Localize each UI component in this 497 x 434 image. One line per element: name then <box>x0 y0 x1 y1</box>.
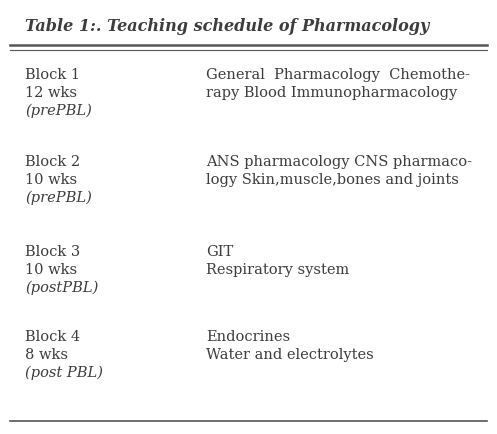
Text: (prePBL): (prePBL) <box>25 104 92 118</box>
Text: Water and electrolytes: Water and electrolytes <box>206 347 374 361</box>
Text: GIT: GIT <box>206 244 234 258</box>
Text: Block 4: Block 4 <box>25 329 80 343</box>
Text: Endocrines: Endocrines <box>206 329 290 343</box>
Text: Respiratory system: Respiratory system <box>206 263 349 276</box>
Text: 8 wks: 8 wks <box>25 347 68 361</box>
Text: Table 1:. Teaching schedule of Pharmacology: Table 1:. Teaching schedule of Pharmacol… <box>25 18 429 35</box>
Text: Block 3: Block 3 <box>25 244 80 258</box>
Text: (postPBL): (postPBL) <box>25 280 98 295</box>
Text: General  Pharmacology  Chemothe-: General Pharmacology Chemothe- <box>206 68 470 82</box>
Text: Block 1: Block 1 <box>25 68 80 82</box>
Text: 10 wks: 10 wks <box>25 173 77 187</box>
Text: ANS pharmacology CNS pharmaco-: ANS pharmacology CNS pharmaco- <box>206 155 472 169</box>
Text: rapy Blood Immunopharmacology: rapy Blood Immunopharmacology <box>206 86 458 100</box>
Text: (prePBL): (prePBL) <box>25 191 92 205</box>
Text: Block 2: Block 2 <box>25 155 80 169</box>
Text: 12 wks: 12 wks <box>25 86 77 100</box>
Text: 10 wks: 10 wks <box>25 263 77 276</box>
Text: logy Skin,muscle,bones and joints: logy Skin,muscle,bones and joints <box>206 173 459 187</box>
Text: (post PBL): (post PBL) <box>25 365 103 379</box>
